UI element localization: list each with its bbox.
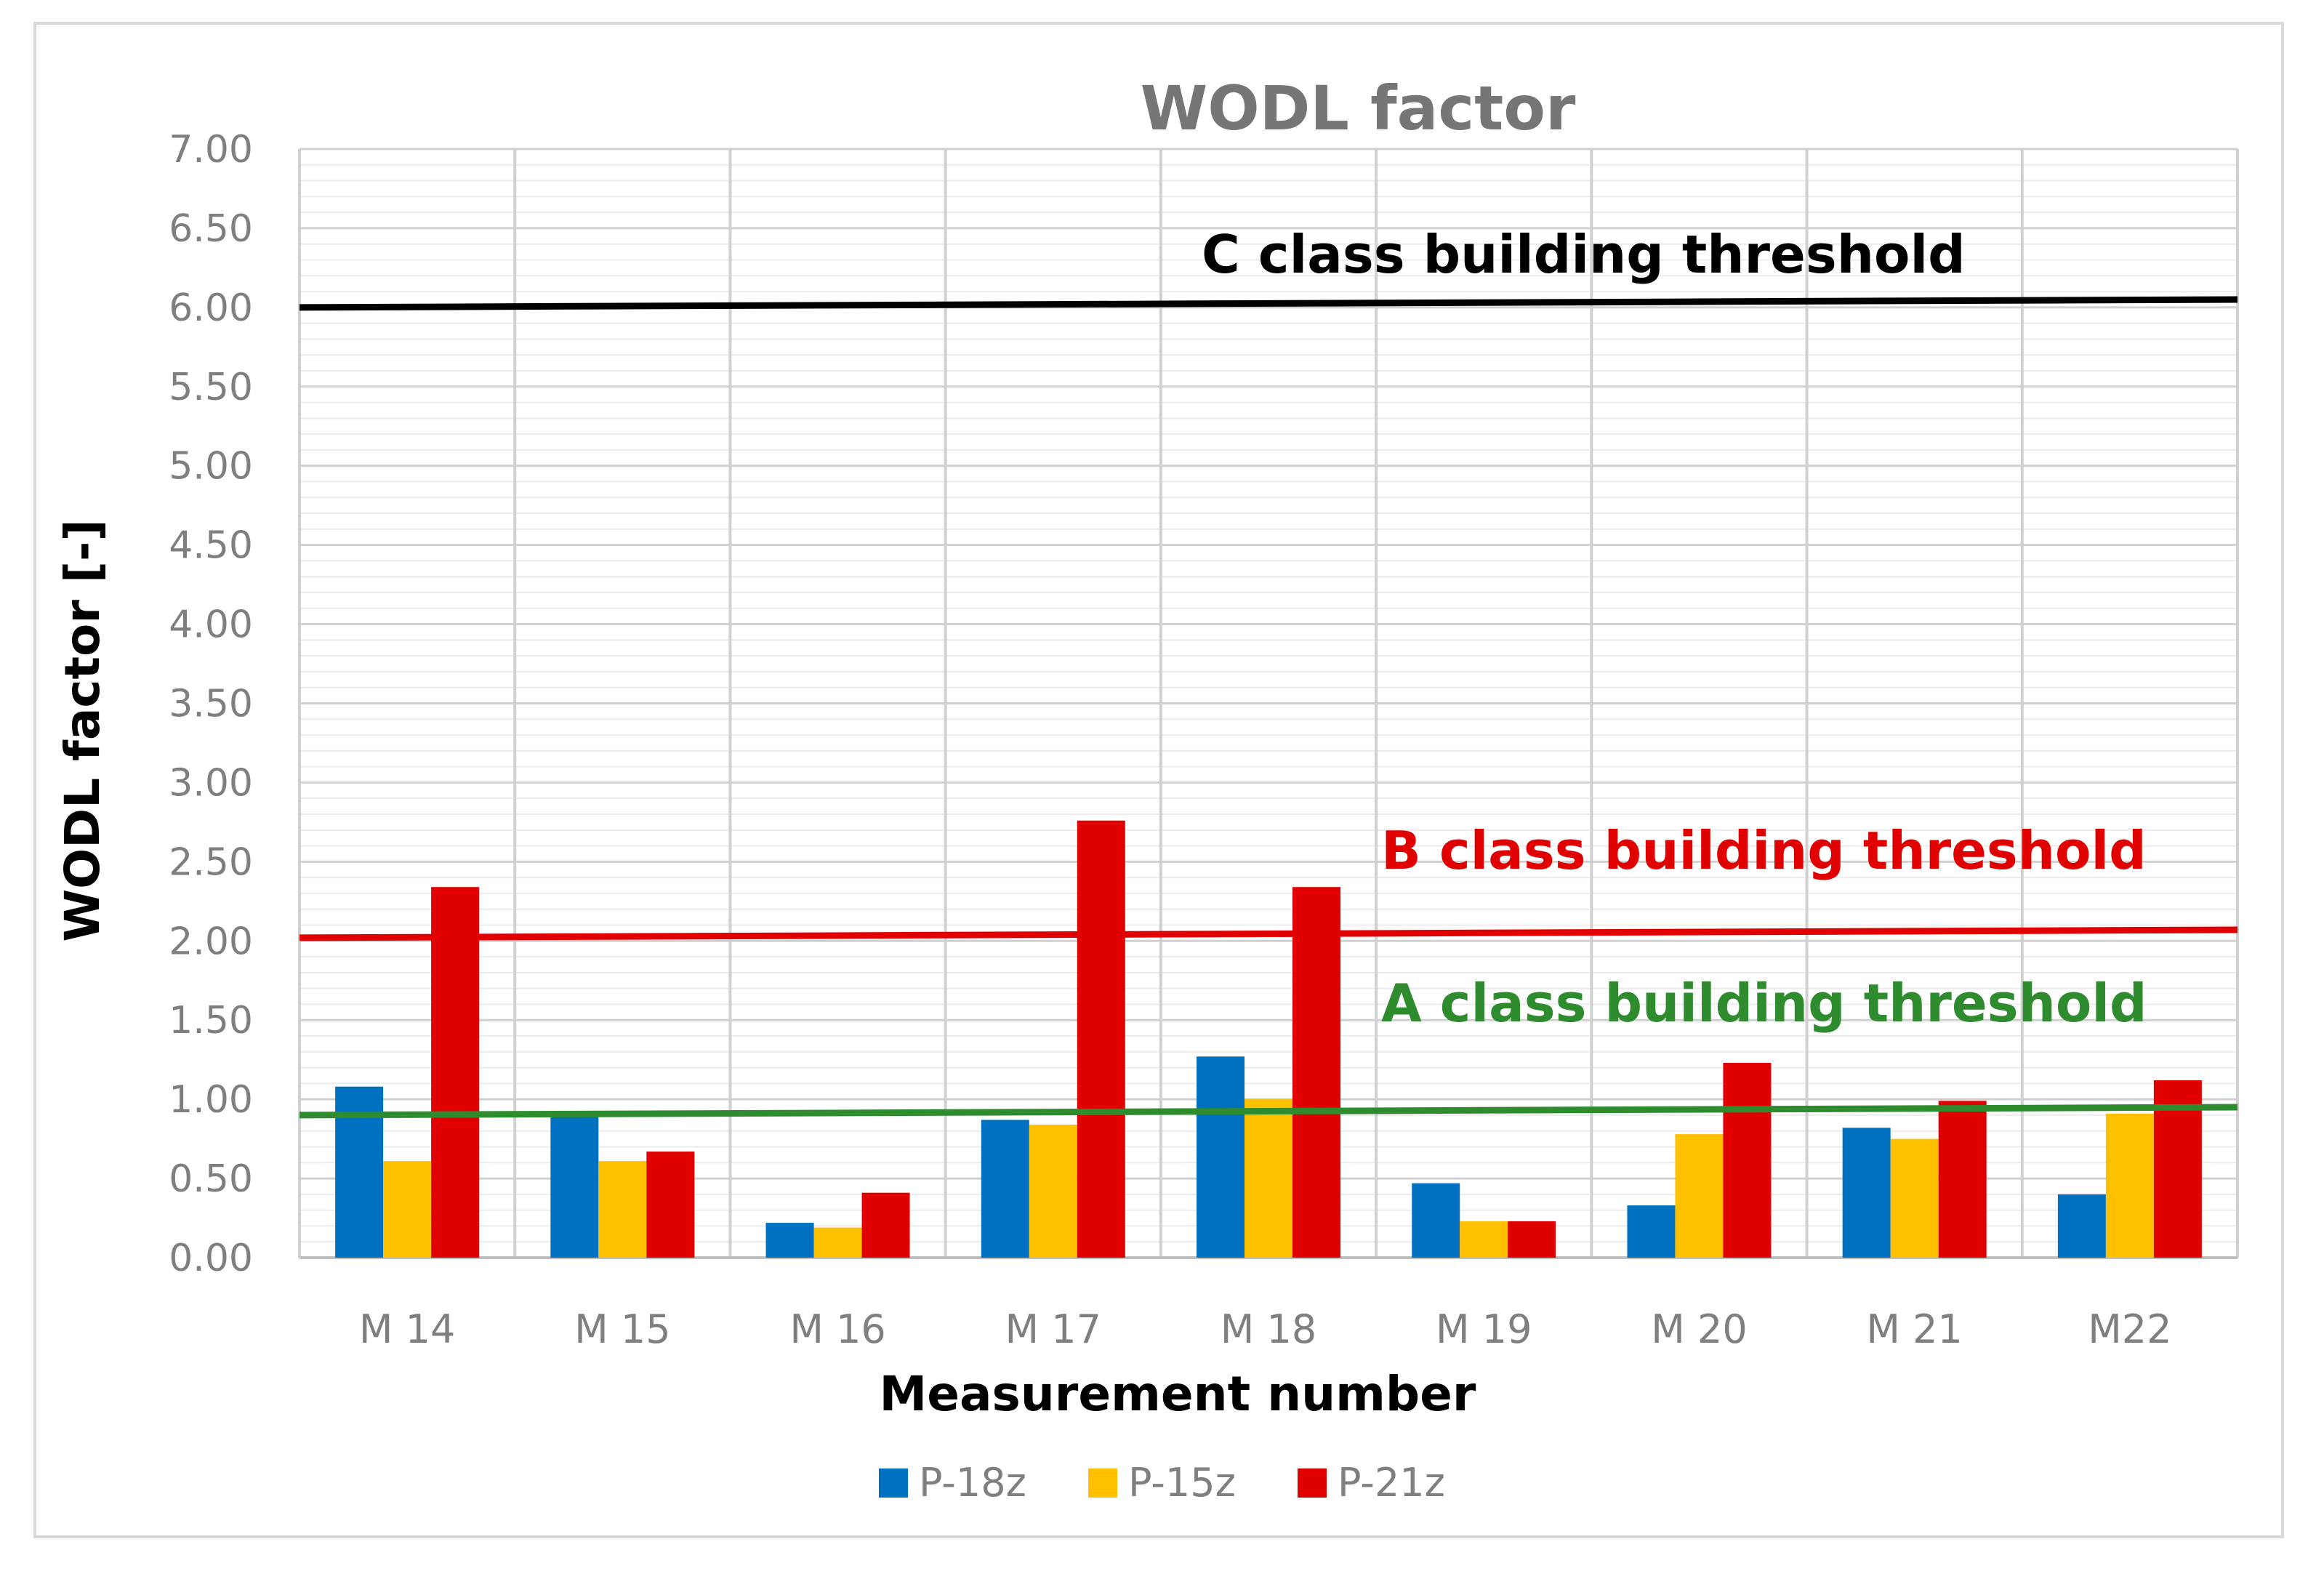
y-tick-label: 3.00	[169, 761, 253, 805]
bar-p-15z-m18	[1245, 1099, 1292, 1258]
bar-p-21z-m20	[1723, 1063, 1772, 1258]
y-tick-label: 3.50	[169, 683, 253, 726]
bar-p-21z-m21	[1938, 1101, 1987, 1258]
bar-p-21z-m15	[646, 1152, 695, 1258]
bar-p-18z-m15	[550, 1113, 599, 1258]
x-category-label: M 15	[574, 1306, 670, 1352]
threshold-label-2: B class building threshold	[1381, 820, 2147, 881]
bar-p-18z-m17	[981, 1120, 1029, 1258]
y-tick-label: 2.00	[169, 920, 253, 963]
y-tick-label: 0.50	[169, 1157, 253, 1201]
y-tick-label: 2.50	[169, 840, 253, 884]
bar-p-15z-m19	[1460, 1221, 1508, 1258]
bar-p-21z-m17	[1077, 820, 1125, 1258]
legend-swatch-p-18z	[879, 1468, 908, 1498]
y-axis-title: WODL factor [-]	[55, 519, 110, 941]
chart-title: WODL factor	[1141, 73, 1576, 144]
bar-p-18z-m18	[1197, 1056, 1245, 1258]
y-tick-label: 4.50	[169, 524, 253, 568]
x-axis-title: Measurement number	[880, 1366, 1476, 1422]
x-category-label: M 17	[1005, 1306, 1101, 1352]
bar-p-15z-m17	[1029, 1125, 1077, 1258]
threshold-label-1: C class building threshold	[1202, 224, 1966, 285]
y-tick-label: 7.00	[169, 128, 253, 172]
threshold-line-2	[299, 926, 2238, 941]
x-category-label: M 19	[1436, 1306, 1532, 1352]
bar-p-18z-m19	[1412, 1183, 1460, 1258]
legend-label-p-15z: P-15z	[1128, 1460, 1236, 1506]
x-axis-categories: M 14 M 15 M 16 M 17 M 18 M 19 M 20 M 21 M22	[359, 1306, 2172, 1352]
y-tick-label: 6.50	[169, 207, 253, 251]
x-category-label: M 21	[1866, 1306, 1962, 1352]
bar-p-15z-m15	[598, 1161, 647, 1258]
legend: P-18z P-15z P-21z	[879, 1460, 1445, 1506]
x-category-label: M22	[2088, 1306, 2171, 1352]
y-tick-label: 5.50	[169, 366, 253, 409]
legend-swatch-p-21z	[1298, 1468, 1327, 1498]
bar-p-18z-m21	[1842, 1128, 1891, 1258]
y-tick-label: 1.00	[169, 1078, 253, 1122]
y-tick-label: 0.00	[169, 1237, 253, 1280]
bar-p-21z-m19	[1508, 1221, 1556, 1258]
legend-label-p-21z: P-21z	[1338, 1460, 1445, 1506]
bar-p-18z-m16	[765, 1223, 814, 1258]
bar-p-18z-m20	[1627, 1205, 1676, 1258]
x-category-label: M 20	[1651, 1306, 1747, 1352]
threshold-line-1	[299, 296, 2238, 311]
legend-swatch-p-15z	[1088, 1468, 1117, 1498]
y-tick-label: 5.00	[169, 445, 253, 489]
legend-label-p-18z: P-18z	[919, 1460, 1026, 1506]
bar-p-15z-m21	[1890, 1138, 1939, 1258]
bar-p-15z-m16	[813, 1227, 862, 1258]
y-tick-label: 4.00	[169, 603, 253, 647]
x-category-label: M 18	[1221, 1306, 1316, 1352]
bar-p-21z-m18	[1292, 887, 1340, 1258]
bar-p-15z-m20	[1675, 1134, 1724, 1258]
threshold-label-3: A class building threshold	[1381, 973, 2147, 1034]
y-axis-ticks: 0.00 0.50 1.00 1.50 2.00 2.50 3.00 3.50 4.00 4.50…	[169, 128, 253, 1280]
y-tick-label: 6.00	[169, 286, 253, 330]
bar-p-21z-m16	[861, 1192, 910, 1258]
bars	[335, 820, 2202, 1258]
threshold-lines: C class building threshold B class buildi…	[299, 224, 2238, 1119]
bar-p-15z-m14	[383, 1161, 432, 1258]
gridlines	[298, 148, 2239, 1259]
x-category-label: M 16	[789, 1306, 885, 1352]
bar-p-18z-m22	[2057, 1194, 2106, 1258]
x-category-label: M 14	[359, 1306, 455, 1352]
bar-p-21z-m14	[431, 887, 480, 1258]
bar-p-15z-m22	[2105, 1113, 2154, 1258]
y-tick-label: 1.50	[169, 999, 253, 1042]
threshold-line-3	[299, 1104, 2238, 1119]
